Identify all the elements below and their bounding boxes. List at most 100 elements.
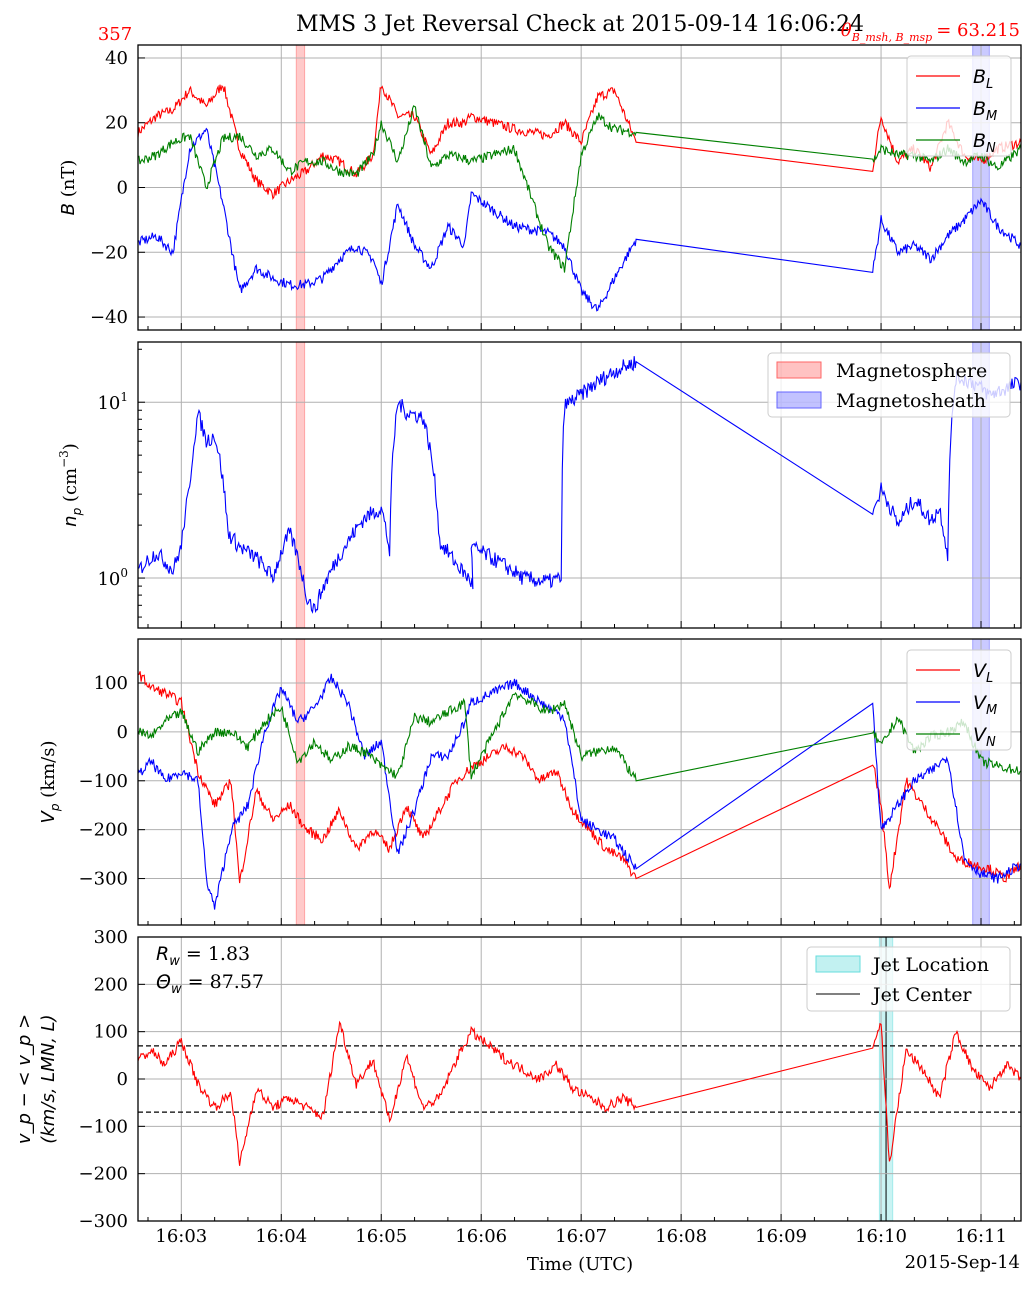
- legend-label: BN: [973, 130, 996, 156]
- legend-label-main: V: [973, 724, 988, 746]
- legend-label: Jet Center: [871, 984, 972, 1006]
- y-label-symbol: B: [58, 203, 79, 215]
- y-axis-label-line2: (km/s, LMN, L): [38, 1014, 59, 1143]
- magnetosphere-band: [295, 341, 306, 629]
- legend-label: VM: [973, 692, 997, 718]
- y-axis-label: Vp (km/s): [38, 741, 62, 824]
- legend-label: VN: [973, 724, 996, 750]
- y-label-subscript: p: [48, 803, 62, 812]
- legend: Jet Location Jet Center: [806, 946, 1011, 1012]
- annotation-symbol: Θ: [156, 971, 171, 993]
- annotation-theta: Θw = 87.57: [156, 971, 264, 997]
- legend-label-sub: M: [986, 109, 997, 124]
- legend-label: Magnetosheath: [836, 390, 986, 412]
- legend-swatch: [776, 361, 822, 379]
- legend-label-sub: L: [986, 671, 993, 686]
- x-tick-label: 16:03: [155, 1226, 207, 1247]
- magnetosphere-band: [295, 638, 306, 926]
- corner-right-symbol: θ: [841, 20, 852, 41]
- panel-frame: [137, 638, 1022, 926]
- y-tick-label: 20: [105, 113, 128, 134]
- y-tick-label: 100: [97, 566, 128, 590]
- annotation-symbol: R: [156, 943, 169, 965]
- y-tick-label: −40: [90, 307, 128, 328]
- panel-4: 16:03 16:04 16:05 16:06 16:07 16:08 16:09 16:10…: [14, 927, 1022, 1247]
- grid: [138, 639, 1021, 925]
- y-tick-base: 10: [97, 393, 120, 414]
- grid: [138, 45, 1021, 330]
- annotation-subscript: w: [171, 982, 182, 997]
- corner-left-label: 357: [98, 24, 132, 45]
- legend-label-main: B: [973, 66, 986, 88]
- y-tick-exponent: 1: [120, 390, 128, 404]
- legend-box: [806, 946, 1011, 1012]
- series-group: [138, 84, 1021, 312]
- legend-label-main: V: [973, 692, 988, 714]
- legend-label: BL: [973, 66, 993, 92]
- legend-label-sub: M: [986, 703, 997, 718]
- y-label-unit: (cm: [60, 468, 81, 508]
- y-label-symbol: n: [60, 515, 81, 526]
- y-tick-label: 0: [117, 178, 128, 199]
- x-axis-date: 2015-Sep-14: [905, 1252, 1020, 1273]
- series-group: [138, 1020, 1021, 1166]
- series-line-v-l: [138, 671, 1021, 890]
- y-label-subscript: p: [70, 507, 84, 516]
- y-tick-label: 0: [117, 722, 128, 743]
- x-tick-label: 16:07: [555, 1226, 607, 1247]
- series-group: [138, 356, 1021, 614]
- x-tick-label: 16:10: [855, 1226, 907, 1247]
- corner-right-value: = 63.215: [936, 20, 1020, 41]
- legend-label-main: B: [973, 98, 986, 120]
- series-line-b-m: [138, 127, 1021, 312]
- series-line-v-n: [138, 691, 1021, 782]
- figure-title: MMS 3 Jet Reversal Check at 2015-09-14 1…: [296, 12, 864, 37]
- legend-label-sub: N: [986, 735, 996, 750]
- y-axis-label: np (cm−3): [57, 443, 84, 527]
- corner-right-label: θB_msh, B_msp = 63.215: [841, 20, 1020, 44]
- x-tick-label: 16:05: [355, 1226, 407, 1247]
- series-line-n-p: [138, 356, 1021, 614]
- y-tick-base: 10: [97, 569, 120, 590]
- legend-label: Jet Location: [871, 954, 989, 976]
- y-tick-exponent: 0: [120, 566, 128, 580]
- panel-frame: [137, 44, 1022, 331]
- corner-right-subscript: B_msh, B_msp: [851, 31, 932, 44]
- legend-swatch: [815, 955, 861, 973]
- y-tick-label: 0: [117, 1069, 128, 1090]
- y-label-exponent: −3: [57, 450, 71, 468]
- y-tick-label: −200: [79, 1164, 128, 1185]
- y-tick-label: −300: [79, 1211, 128, 1232]
- y-tick-label: −100: [79, 1116, 128, 1137]
- y-label-unit: (km/s): [38, 741, 59, 804]
- x-tick-label: 16:11: [955, 1226, 1007, 1247]
- legend-label-sub: N: [986, 141, 996, 156]
- legend-box: [906, 649, 1012, 751]
- y-axis-label-line1: v_p − < v_p >: [14, 1014, 35, 1144]
- y-tick-label: −20: [90, 242, 128, 263]
- legend-label-main: B: [973, 130, 986, 152]
- y-axis-label: B (nT): [58, 160, 79, 216]
- y-tick-label: 200: [94, 974, 128, 995]
- legend-label-main: V: [973, 660, 988, 682]
- annotation-rw: Rw = 1.83: [156, 943, 250, 969]
- series-line-b-n: [138, 105, 1021, 273]
- y-label-symbol: V: [38, 810, 59, 824]
- series-line-v-m: [138, 673, 1021, 910]
- legend: Magnetosphere Magnetosheath: [767, 352, 1011, 418]
- y-tick-label: 100: [94, 673, 128, 694]
- legend-swatch: [776, 391, 822, 409]
- panel-frame: [137, 936, 1022, 1222]
- series-line-v-p-v-p-: [138, 1020, 1021, 1166]
- series-group: [138, 671, 1021, 910]
- y-tick-label: 101: [97, 390, 128, 414]
- y-tick-label: −300: [79, 869, 128, 890]
- y-tick-label: 40: [105, 48, 128, 69]
- x-tick-label: 16:04: [255, 1226, 307, 1247]
- legend-label: BM: [973, 98, 997, 124]
